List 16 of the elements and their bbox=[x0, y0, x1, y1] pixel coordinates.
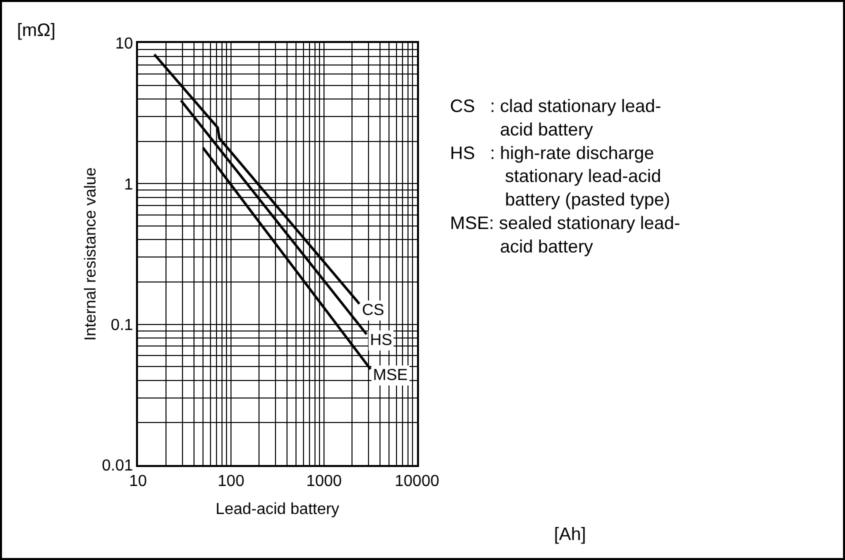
series-label: HS bbox=[370, 332, 392, 349]
y-tick-label: 1 bbox=[124, 176, 134, 194]
series-label: MSE bbox=[373, 367, 408, 384]
x-tick-label: 10 bbox=[129, 472, 147, 490]
y-tick-label: 0.01 bbox=[102, 458, 134, 475]
x-tick-label: 10000 bbox=[394, 472, 440, 490]
series-label: CS bbox=[362, 302, 384, 319]
x-tick-label: 1000 bbox=[306, 472, 342, 490]
y-tick-label: 0.1 bbox=[110, 316, 134, 334]
text: CS : clad stationary lead- acid battery HS : high-rate discharge stationary lead-acid battery (pasted type) MSE: sealed stationary lead- acid battery bbox=[450, 96, 680, 256]
x-axis-title: Lead-acid battery bbox=[216, 501, 340, 518]
y-tick-label: 10 bbox=[115, 36, 134, 53]
text: [mΩ] bbox=[17, 20, 56, 40]
x-tick-label: 100 bbox=[218, 472, 244, 490]
y-axis-title: Internal resistance value bbox=[82, 167, 100, 341]
text: [Ah] bbox=[554, 524, 586, 544]
